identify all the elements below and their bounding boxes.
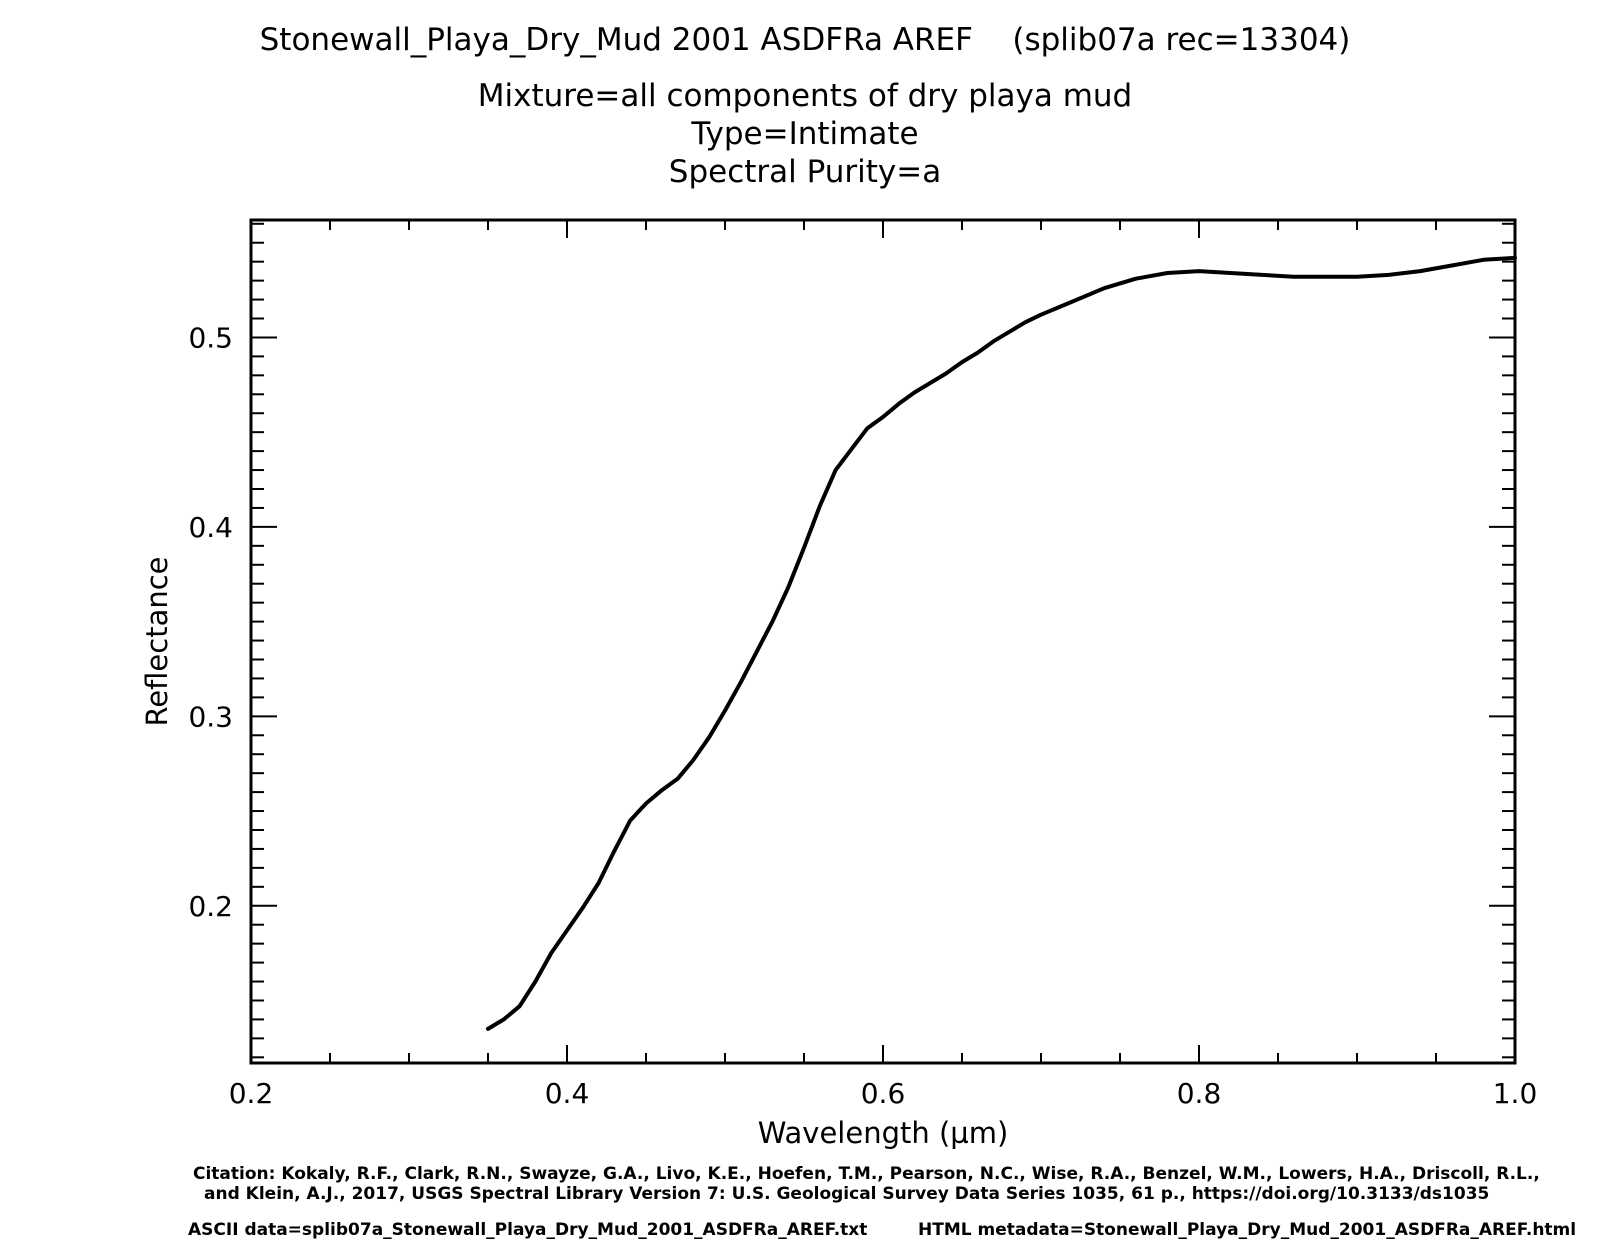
chart-subtitle-purity: Spectral Purity=a bbox=[668, 154, 942, 190]
y-tick-label: 0.4 bbox=[188, 511, 233, 544]
html-metadata-label: HTML metadata=Stonewall_Playa_Dry_Mud_20… bbox=[918, 1220, 1577, 1240]
chart-subtitle-mixture: Mixture=all components of dry playa mud bbox=[477, 78, 1133, 114]
x-tick-label: 1.0 bbox=[1493, 1077, 1538, 1110]
reflectance-spectrum-line bbox=[486, 255, 1517, 1031]
ascii-data-label: ASCII data=splib07a_Stonewall_Playa_Dry_… bbox=[188, 1220, 868, 1240]
chart-title: Stonewall_Playa_Dry_Mud 2001 ASDFRa AREF… bbox=[259, 22, 1351, 58]
x-tick-label: 0.8 bbox=[1177, 1077, 1222, 1110]
x-tick-label: 0.6 bbox=[861, 1077, 906, 1110]
citation-line-2: and Klein, A.J., 2017, USGS Spectral Lib… bbox=[204, 1184, 1490, 1204]
citation-line-1: Citation: Kokaly, R.F., Clark, R.N., Swa… bbox=[193, 1164, 1540, 1184]
y-axis-label: Reflectance bbox=[140, 556, 174, 726]
x-axis-label: Wavelength (µm) bbox=[758, 1116, 1009, 1150]
x-tick-label: 0.4 bbox=[545, 1077, 590, 1110]
y-tick-label: 0.2 bbox=[188, 890, 233, 923]
plot-frame bbox=[249, 218, 1517, 1065]
x-tick-label: 0.2 bbox=[229, 1077, 274, 1110]
y-tick-label: 0.3 bbox=[188, 700, 233, 733]
chart-subtitle-type: Type=Intimate bbox=[691, 116, 919, 152]
y-tick-label: 0.5 bbox=[188, 321, 233, 354]
